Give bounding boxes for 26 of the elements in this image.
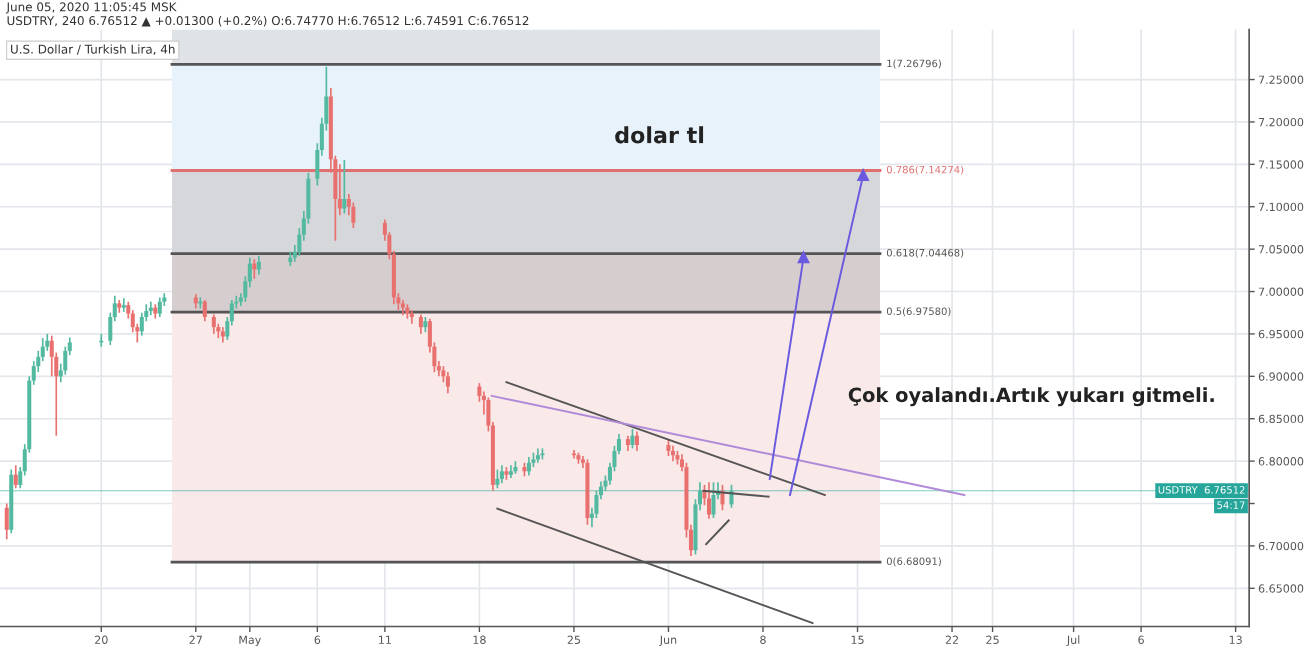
annotation: Çok oyalandı.Artık yukarı gitmeli.	[848, 387, 1214, 407]
candlestick	[202, 299, 207, 323]
candlestick	[706, 481, 711, 520]
candlestick	[121, 297, 126, 313]
candlestick	[445, 371, 450, 395]
candlestick	[571, 449, 576, 460]
candlestick	[256, 255, 261, 276]
candlestick	[139, 311, 144, 337]
candlestick	[211, 313, 216, 335]
candlestick	[13, 464, 18, 490]
candlestick	[630, 428, 635, 450]
candlestick	[342, 159, 347, 215]
annotation: dolar tl	[615, 126, 704, 144]
candlestick	[418, 313, 423, 335]
candlestick	[526, 456, 531, 477]
candlestick	[157, 296, 162, 318]
candlestick	[711, 481, 716, 519]
candlestick	[594, 489, 599, 519]
candlestick	[4, 502, 9, 540]
candlestick	[720, 484, 725, 512]
candlestick	[63, 345, 68, 376]
candlestick	[130, 309, 135, 334]
candlestick	[351, 201, 356, 229]
candlestick	[495, 468, 500, 490]
candlestick	[634, 430, 639, 452]
candlestick	[535, 447, 540, 464]
